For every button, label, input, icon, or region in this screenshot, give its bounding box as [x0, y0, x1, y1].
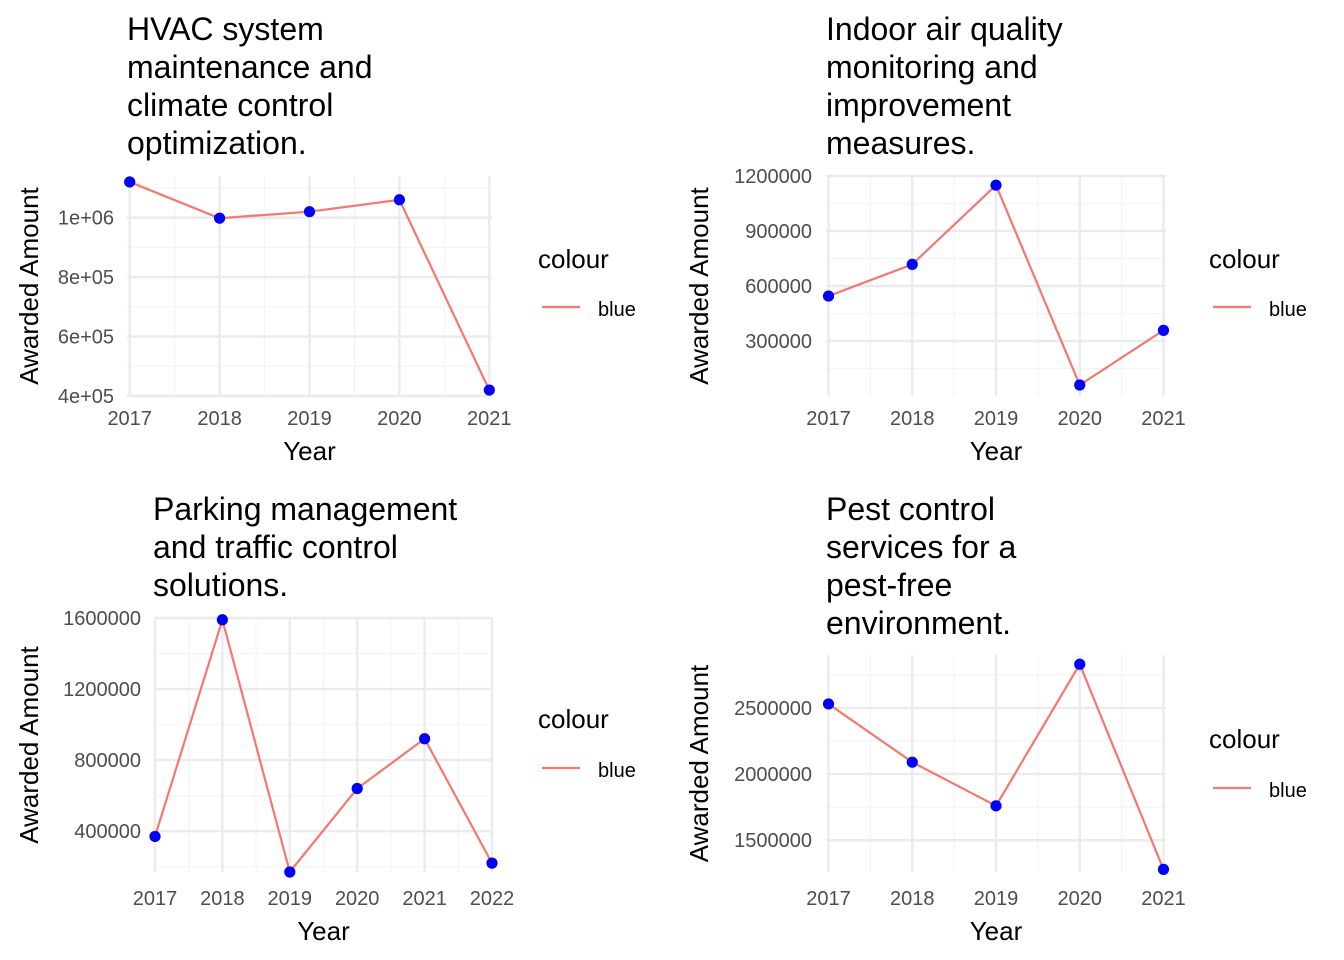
x-tick-label: 2020	[377, 408, 422, 430]
data-point	[351, 782, 363, 795]
data-point	[1157, 863, 1170, 875]
y-tick-label: 800000	[74, 750, 141, 772]
x-axis-title: Year	[283, 436, 336, 466]
legend-label: blue	[598, 760, 636, 782]
data-point	[486, 857, 498, 869]
chart-title-line: services for a	[826, 529, 1016, 565]
y-tick-label: 600000	[745, 276, 812, 298]
y-tick-label: 6e+05	[58, 327, 114, 349]
chart-title-line: optimization.	[127, 125, 307, 161]
x-tick-label: 2018	[200, 888, 245, 910]
chart-title-line: Parking management	[153, 491, 457, 527]
chart-panel-2: 300000 600000 900000 1200000 2017 2018 2019 202…	[684, 11, 1307, 466]
chart-title-line: maintenance and	[127, 49, 373, 85]
x-tick-label: 2020	[1057, 888, 1102, 910]
y-tick-label: 1200000	[63, 679, 141, 701]
y-tick-label: 1500000	[734, 830, 812, 852]
data-point	[1157, 324, 1170, 336]
data-point	[483, 384, 495, 396]
legend-title: colour	[538, 244, 609, 274]
legend-title: colour	[1209, 244, 1280, 274]
x-tick-label: 2017	[806, 888, 851, 910]
data-point	[906, 258, 918, 270]
y-axis-title: Awarded Amount	[684, 664, 714, 862]
chart-title-line: improvement	[826, 87, 1011, 123]
y-tick-label: 1600000	[63, 608, 141, 630]
x-tick-label: 2020	[335, 888, 380, 910]
data-point	[419, 733, 431, 745]
legend: colour blue	[1209, 724, 1307, 802]
chart-title-line: Indoor air quality	[826, 11, 1063, 47]
y-tick-label: 400000	[74, 821, 141, 843]
data-point	[822, 290, 835, 302]
chart-title-line: climate control	[127, 87, 333, 123]
x-axis-title: Year	[970, 436, 1023, 466]
legend-label: blue	[598, 299, 636, 321]
x-tick-label: 2019	[268, 888, 313, 910]
data-point	[303, 206, 316, 218]
y-tick-label: 1e+06	[58, 208, 114, 230]
x-tick-label: 2021	[1141, 888, 1186, 910]
x-tick-label: 2017	[806, 408, 851, 430]
y-axis-title: Awarded Amount	[14, 186, 44, 384]
x-tick-label: 2019	[974, 888, 1019, 910]
legend-label: blue	[1269, 299, 1307, 321]
data-point	[213, 212, 226, 224]
data-point	[906, 756, 918, 768]
x-tick-label: 2018	[197, 408, 242, 430]
y-tick-label: 900000	[745, 221, 812, 243]
chart-panel-1: 4e+05 6e+05 8e+05 1e+06 2017 2018 2019 2020 2021…	[14, 11, 636, 466]
data-point	[990, 800, 1002, 812]
chart-title-line: environment.	[826, 605, 1011, 641]
legend: colour blue	[538, 704, 636, 782]
y-tick-label: 2000000	[734, 764, 812, 786]
legend-label: blue	[1269, 780, 1307, 802]
chart-panel-4: 1500000 2000000 2500000 2017 2018 2019 2020 202…	[684, 491, 1307, 946]
x-tick-label: 2017	[107, 408, 152, 430]
x-tick-label: 2018	[890, 408, 935, 430]
y-tick-label: 4e+05	[58, 386, 114, 408]
y-tick-label: 300000	[745, 331, 812, 353]
y-tick-label: 1200000	[734, 166, 812, 188]
chart-title-line: Pest control	[826, 491, 995, 527]
chart-title-line: solutions.	[153, 567, 288, 603]
data-point	[149, 830, 161, 843]
y-tick-label: 2500000	[734, 698, 812, 720]
chart-title-line: monitoring and	[826, 49, 1038, 85]
x-tick-label: 2018	[890, 888, 935, 910]
data-point	[822, 698, 835, 710]
chart-panel-3: 400000 800000 1200000 1600000 2017 2018 2019 20…	[14, 491, 636, 946]
data-point	[990, 179, 1002, 191]
x-tick-label: 2019	[974, 408, 1019, 430]
y-axis-title: Awarded Amount	[684, 186, 714, 384]
x-tick-label: 2022	[470, 888, 515, 910]
legend-title: colour	[538, 704, 609, 734]
data-point	[216, 614, 228, 626]
legend: colour blue	[1209, 244, 1307, 321]
chart-title-line: pest-free	[826, 567, 952, 603]
y-axis-title: Awarded Amount	[14, 645, 44, 843]
y-tick-label: 8e+05	[58, 267, 114, 289]
x-tick-label: 2021	[467, 408, 512, 430]
chart-title-line: measures.	[826, 125, 975, 161]
data-point	[124, 176, 136, 188]
x-tick-label: 2019	[287, 408, 332, 430]
legend-title: colour	[1209, 724, 1280, 754]
x-tick-label: 2021	[1141, 408, 1186, 430]
data-point	[284, 866, 296, 878]
x-tick-label: 2020	[1057, 408, 1102, 430]
x-tick-label: 2021	[402, 888, 447, 910]
data-point	[393, 194, 406, 206]
x-axis-title: Year	[297, 916, 350, 946]
chart-title-line: HVAC system	[127, 11, 324, 47]
data-point	[1074, 658, 1086, 670]
legend: colour blue	[538, 244, 636, 321]
x-tick-label: 2017	[133, 888, 178, 910]
data-point	[1074, 379, 1086, 391]
x-axis-title: Year	[970, 916, 1023, 946]
series-line	[153, 615, 493, 875]
chart-title-line: and traffic control	[153, 529, 398, 565]
